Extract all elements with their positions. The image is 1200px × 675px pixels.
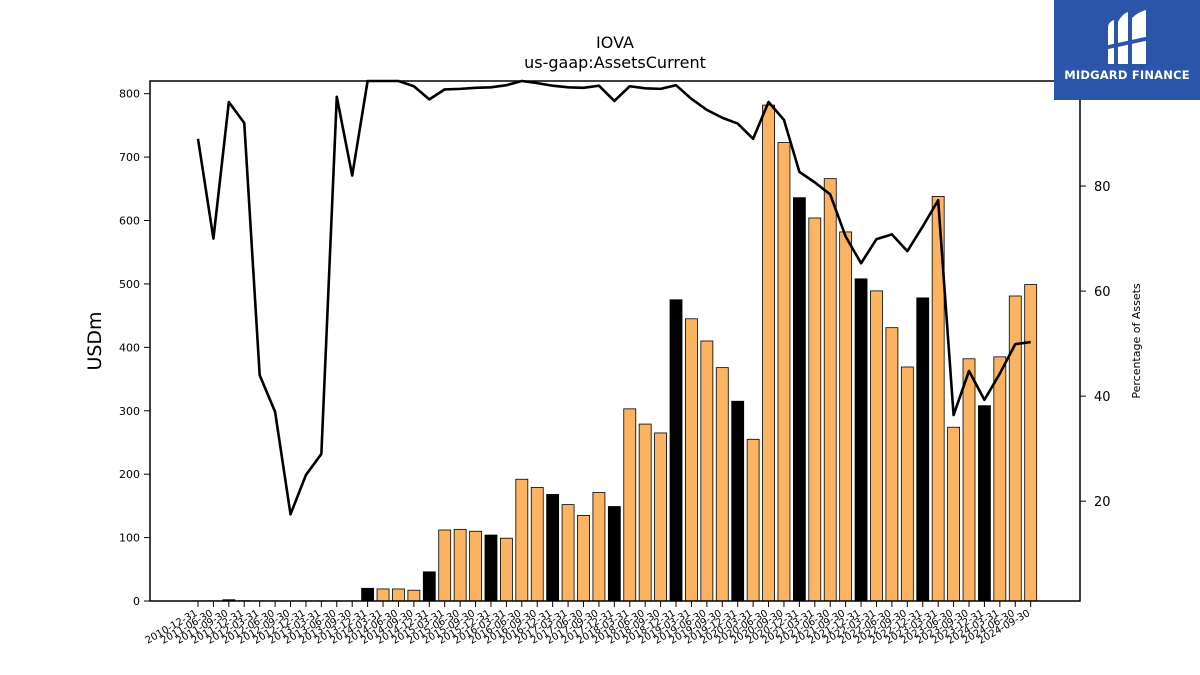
y2-tick-label: 40 — [1094, 390, 1111, 405]
y2-axis-label: Percentage of Assets — [1130, 283, 1143, 399]
percentage-line — [196, 79, 1031, 516]
bar-2016-12-31 — [546, 494, 560, 602]
bar-2017-12-31 — [607, 506, 621, 602]
bar-2016-06-30 — [515, 478, 529, 602]
bar-2022-06-30 — [885, 327, 899, 602]
y-tick-label: 600 — [119, 215, 140, 228]
midgard-logo-icon — [1104, 10, 1150, 64]
chart-title: IOVA — [596, 33, 634, 52]
bar-2022-03-31 — [870, 290, 883, 602]
y-axis-left: 0 100 200 300 400 500 600 700 800 — [119, 88, 150, 608]
bar-2019-12-31 — [731, 400, 745, 602]
bar-2015-12-31 — [484, 534, 498, 602]
y-tick-label: 0 — [133, 595, 140, 608]
bar-2014-12-31 — [422, 571, 436, 602]
bar-2015-06-30 — [453, 528, 467, 602]
chart-subtitle: us-gaap:AssetsCurrent — [524, 53, 706, 72]
bar-2018-06-30 — [638, 423, 652, 602]
bar-2021-12-31 — [854, 278, 868, 602]
bar-2023-09-30 — [962, 358, 976, 602]
bar-2020-09-30 — [777, 142, 791, 602]
bar-2022-12-31 — [916, 297, 930, 602]
bar-2021-03-31 — [808, 217, 822, 602]
bar-2014-06-30 — [392, 588, 405, 602]
percentage-line-path — [196, 79, 1031, 516]
bar-2013-12-31 — [361, 587, 375, 602]
bar-2014-03-31 — [376, 588, 390, 602]
bar-2015-09-30 — [469, 530, 482, 602]
bar-2021-09-30 — [839, 231, 853, 602]
bar-2024-06-30 — [1008, 295, 1022, 602]
y2-tick-label: 20 — [1094, 495, 1111, 510]
logo-text: MIDGARD FINANCE — [1064, 68, 1190, 82]
bar-2019-09-30 — [715, 367, 729, 602]
bar-2017-06-30 — [577, 514, 590, 602]
y-tick-label: 300 — [119, 405, 140, 418]
bar-2023-06-30 — [947, 426, 960, 602]
bar-2021-06-30 — [823, 178, 837, 602]
y-tick-label: 800 — [119, 88, 140, 101]
plot-frame — [149, 80, 1081, 602]
bar-2024-03-31 — [993, 356, 1007, 602]
y-tick-label: 400 — [119, 341, 140, 354]
y2-tick-label: 60 — [1094, 285, 1111, 300]
bar-2018-09-30 — [654, 432, 667, 602]
bar-2016-09-30 — [530, 487, 544, 602]
y-axis-label: USDm — [84, 311, 106, 370]
midgard-finance-logo: MIDGARD FINANCE — [1054, 0, 1200, 100]
bar-2014-09-30 — [407, 589, 421, 602]
bar-2019-03-31 — [685, 318, 698, 602]
bar-2018-03-31 — [623, 408, 637, 602]
y2-tick-label: 80 — [1094, 180, 1111, 195]
bar-2020-03-31 — [746, 438, 760, 602]
bar-2020-12-31 — [792, 197, 806, 602]
bar-2015-03-31 — [438, 529, 452, 602]
y-tick-label: 700 — [119, 151, 140, 164]
x-axis: 2010-12-312011-06-302011-09-302011-12-31… — [144, 601, 1032, 647]
bar-2024-09-30 — [1024, 284, 1038, 602]
bar-2023-12-31 — [978, 405, 991, 602]
bar-2019-06-30 — [700, 340, 714, 602]
bar-2022-09-30 — [900, 366, 914, 602]
y-tick-label: 100 — [119, 532, 140, 545]
y-axis-right: 20406080100 — [1080, 75, 1119, 510]
bar-series — [191, 104, 1038, 602]
y-tick-label: 500 — [119, 278, 140, 291]
y-tick-label: 200 — [119, 468, 140, 481]
bar-2018-12-31 — [669, 299, 683, 602]
bar-2017-03-31 — [561, 504, 575, 602]
bar-2020-06-30 — [762, 104, 775, 602]
bar-2017-09-30 — [592, 492, 606, 602]
bar-2016-03-31 — [499, 537, 513, 602]
